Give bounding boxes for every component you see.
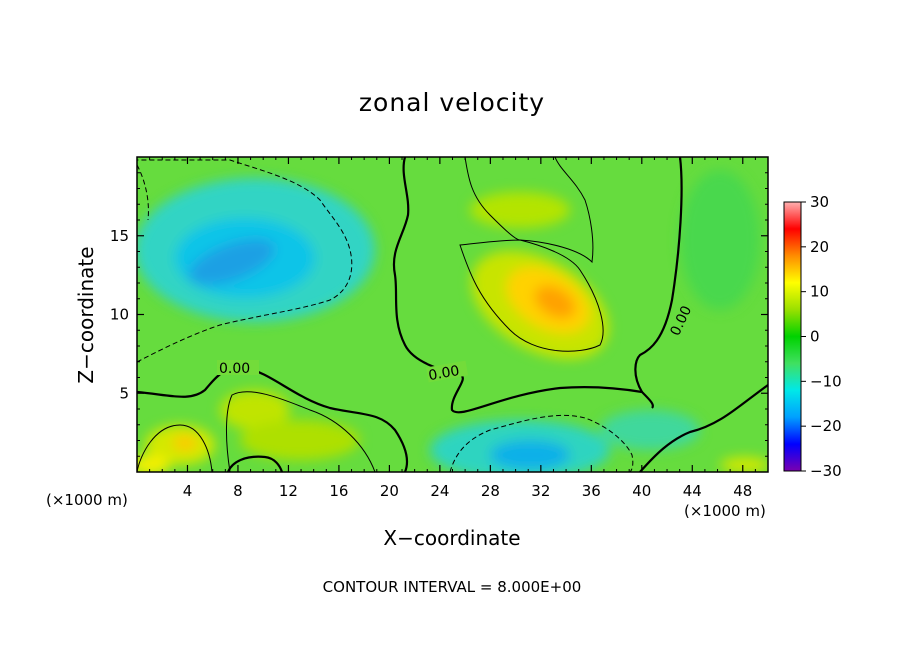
- x-tick-label: 8: [233, 482, 243, 500]
- x-tick-label: 28: [481, 482, 500, 500]
- colorbar-ticks: 30 20 10 0 −10 −20 −30: [801, 193, 842, 480]
- x-tick-label: 16: [329, 482, 348, 500]
- chart-title: zonal velocity: [358, 88, 546, 117]
- zero-contour-bottom: [639, 384, 768, 472]
- x-tick-label: 40: [632, 482, 651, 500]
- x-tick-label: 20: [380, 482, 399, 500]
- x-tick-label: 4: [183, 482, 193, 500]
- colorbar-tick-label: −20: [810, 417, 842, 435]
- colorbar: [783, 201, 802, 472]
- x-tick-label: 44: [683, 482, 702, 500]
- contour-label-1: 0.00: [219, 361, 250, 377]
- y-tick-label: 5: [119, 384, 129, 402]
- y-axis: 5 10 15: [110, 172, 768, 457]
- contour-interval-note: CONTOUR INTERVAL = 8.000E+00: [322, 578, 582, 596]
- colorbar-tick-label: 30: [810, 193, 829, 211]
- x-unit-right: (×1000 m): [684, 502, 766, 520]
- colorbar-tick-label: 20: [810, 238, 829, 256]
- x-tick-label: 36: [582, 482, 601, 500]
- colorbar-tick-label: 0: [810, 328, 820, 346]
- neg-contour-edge: [137, 164, 149, 221]
- max-contour-left2: [225, 391, 376, 472]
- filled-field: [137, 157, 768, 472]
- max-contour-top: [464, 157, 594, 264]
- colorbar-tick-label: −10: [810, 372, 842, 390]
- y-axis-label: Z−coordinate: [74, 246, 98, 384]
- contour-label-2: 0.00: [427, 363, 460, 384]
- x-tick-label: 12: [279, 482, 298, 500]
- x-unit-left: (×1000 m): [46, 491, 128, 509]
- x-tick-label: 48: [733, 482, 752, 500]
- y-tick-label: 10: [110, 306, 129, 324]
- y-tick-label: 15: [110, 227, 129, 245]
- colorbar-tick-label: 10: [810, 283, 829, 301]
- x-tick-label: 24: [430, 482, 449, 500]
- neg-contour-left: [137, 159, 353, 363]
- neg-contour-bottom: [449, 414, 634, 472]
- x-axis: 4 8 12 16 20 24 28 32 36 40 44 48: [149, 157, 756, 500]
- colorbar-tick-label: −30: [810, 462, 842, 480]
- zero-contour-right: [634, 157, 683, 393]
- x-axis-label: X−coordinate: [383, 526, 521, 550]
- x-tick-label: 32: [531, 482, 550, 500]
- zero-contour-bottom-left: [226, 455, 284, 472]
- max-contour-left: [137, 424, 213, 472]
- contour-lines: [137, 157, 768, 472]
- zero-contour-left: [137, 366, 409, 472]
